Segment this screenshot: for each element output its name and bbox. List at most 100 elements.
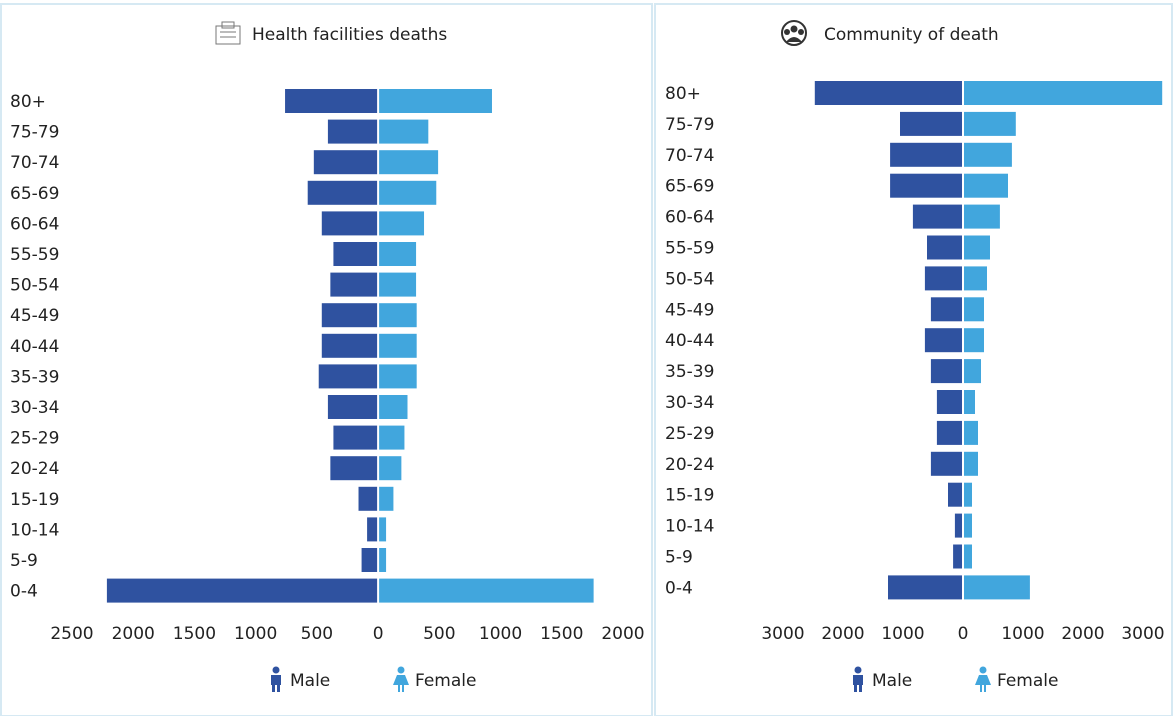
category-label: 80+ bbox=[665, 84, 701, 104]
bar bbox=[321, 211, 378, 236]
bar bbox=[379, 578, 594, 603]
category-label: 45-49 bbox=[665, 300, 714, 320]
x-tick-label: 1000 bbox=[479, 624, 522, 644]
category-label: 10-14 bbox=[665, 517, 714, 537]
category-label: 40-44 bbox=[10, 337, 59, 357]
legend-icon bbox=[853, 675, 863, 692]
bar bbox=[814, 81, 962, 105]
bar bbox=[948, 482, 962, 507]
bar bbox=[379, 272, 417, 297]
bar bbox=[379, 333, 417, 358]
legend-icon bbox=[975, 675, 991, 692]
x-tick-label: 2000 bbox=[821, 624, 864, 644]
x-tick-label: 3000 bbox=[761, 624, 804, 644]
category-label: 65-69 bbox=[10, 184, 59, 204]
x-tick-label: 1000 bbox=[1001, 624, 1044, 644]
bar bbox=[379, 89, 492, 113]
bar bbox=[379, 425, 405, 450]
community-icon bbox=[781, 20, 807, 46]
bar bbox=[379, 150, 439, 175]
bar bbox=[930, 359, 962, 384]
bar bbox=[379, 303, 417, 328]
bar bbox=[285, 89, 378, 113]
bar bbox=[964, 544, 972, 569]
bar bbox=[379, 395, 408, 419]
bar bbox=[900, 111, 962, 136]
category-label: 50-54 bbox=[10, 276, 59, 296]
bar bbox=[327, 119, 378, 144]
category-label: 55-59 bbox=[10, 245, 59, 265]
bar bbox=[379, 211, 425, 236]
category-label: 5-9 bbox=[665, 548, 693, 568]
bar bbox=[964, 204, 1000, 229]
bar bbox=[333, 242, 378, 266]
x-tick-label: 1500 bbox=[540, 624, 583, 644]
bar bbox=[964, 111, 1016, 136]
category-label: 75-79 bbox=[665, 115, 714, 135]
bar bbox=[379, 456, 402, 481]
bar bbox=[888, 575, 962, 600]
bar bbox=[333, 425, 378, 450]
category-label: 15-19 bbox=[665, 486, 714, 506]
category-label: 40-44 bbox=[665, 331, 714, 351]
bar bbox=[379, 180, 437, 205]
category-label: 20-24 bbox=[665, 455, 714, 475]
bar bbox=[964, 420, 978, 445]
x-tick-label: 1000 bbox=[881, 624, 924, 644]
bar bbox=[379, 486, 394, 511]
category-label: 70-74 bbox=[665, 146, 714, 166]
chart-title: Community of death bbox=[824, 25, 999, 45]
bar bbox=[313, 150, 378, 175]
category-label: 30-34 bbox=[10, 398, 59, 418]
category-label: 25-29 bbox=[10, 429, 59, 449]
x-tick-label: 2000 bbox=[601, 624, 644, 644]
legend-icon bbox=[979, 666, 987, 674]
bar bbox=[890, 142, 962, 167]
bar bbox=[321, 333, 378, 358]
x-tick-label: 500 bbox=[423, 624, 455, 644]
bar bbox=[330, 456, 378, 481]
legend-label: Female bbox=[415, 671, 476, 691]
panel-border bbox=[654, 3, 1173, 716]
hospital-icon bbox=[215, 21, 241, 45]
category-label: 5-9 bbox=[10, 551, 38, 571]
x-tick-label: 1000 bbox=[234, 624, 277, 644]
bar bbox=[930, 297, 962, 322]
x-tick-label: 500 bbox=[301, 624, 333, 644]
category-label: 10-14 bbox=[10, 520, 59, 540]
category-label: 15-19 bbox=[10, 490, 59, 510]
legend-label: Female bbox=[997, 671, 1058, 691]
bar bbox=[964, 575, 1030, 600]
bar bbox=[890, 173, 962, 198]
bar bbox=[367, 517, 378, 542]
bar bbox=[964, 359, 981, 384]
bar bbox=[330, 272, 378, 297]
category-label: 35-39 bbox=[10, 367, 59, 387]
bar bbox=[379, 364, 417, 389]
category-label: 45-49 bbox=[10, 306, 59, 326]
bar bbox=[964, 513, 972, 538]
legend-icon bbox=[271, 675, 281, 692]
bar bbox=[954, 513, 962, 538]
panel-border bbox=[0, 3, 653, 716]
legend-icon bbox=[393, 675, 409, 692]
bar bbox=[964, 390, 975, 414]
legend-label: Male bbox=[872, 671, 912, 691]
bar bbox=[964, 142, 1012, 167]
bar bbox=[924, 266, 962, 291]
legend-icon bbox=[397, 666, 405, 674]
category-label: 60-64 bbox=[665, 208, 714, 228]
category-label: 50-54 bbox=[665, 269, 714, 289]
category-label: 0-4 bbox=[665, 578, 693, 598]
bar bbox=[318, 364, 378, 389]
bar bbox=[964, 451, 978, 476]
bar bbox=[927, 235, 962, 260]
legend-icon bbox=[854, 666, 862, 674]
bar bbox=[106, 578, 378, 603]
legend-icon bbox=[272, 666, 280, 674]
x-tick-label: 0 bbox=[958, 624, 969, 644]
bar bbox=[936, 390, 962, 414]
bar bbox=[307, 180, 378, 205]
category-label: 75-79 bbox=[10, 123, 59, 143]
